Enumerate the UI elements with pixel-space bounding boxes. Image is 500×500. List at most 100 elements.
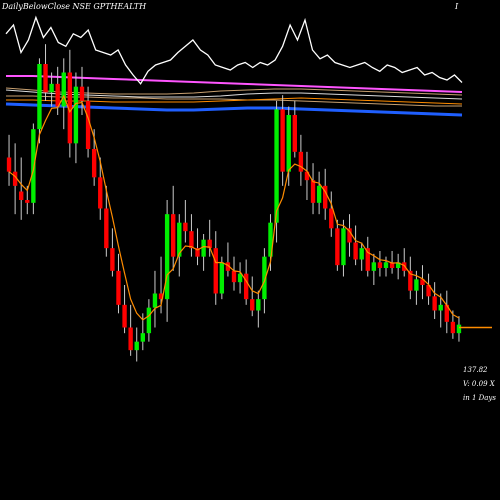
candle	[110, 228, 115, 277]
candle	[359, 242, 364, 271]
candle-body	[444, 304, 449, 322]
candle-body	[140, 333, 145, 342]
candle-body	[6, 157, 12, 172]
candle	[231, 256, 237, 291]
candle-body	[164, 214, 170, 300]
candle-body	[395, 262, 401, 268]
candle	[335, 219, 340, 271]
candle-body	[85, 100, 91, 149]
candle	[250, 276, 255, 317]
candle-body	[408, 270, 413, 291]
candle	[426, 273, 431, 305]
candle-body	[79, 86, 85, 101]
candle-body	[55, 83, 60, 107]
candle	[201, 234, 206, 271]
candle-body	[335, 228, 340, 266]
candle-body	[98, 177, 103, 209]
candle	[329, 191, 334, 237]
candle	[347, 214, 352, 257]
candle	[225, 242, 231, 277]
candle-body	[152, 293, 158, 308]
candle	[243, 259, 249, 305]
candle-body	[274, 109, 279, 223]
candle-body	[177, 222, 182, 257]
candle	[19, 157, 24, 220]
candle-body	[347, 228, 352, 243]
candle-body	[456, 324, 462, 334]
candle-body	[316, 185, 322, 203]
candle	[6, 134, 12, 186]
candle-body	[12, 171, 18, 186]
candle	[177, 214, 182, 277]
candle-body	[292, 115, 297, 152]
candle	[292, 100, 297, 158]
candle-body	[310, 180, 316, 203]
candle-body	[37, 64, 42, 130]
candle-body	[43, 64, 48, 93]
candle	[274, 100, 279, 243]
candle	[128, 304, 133, 356]
candle-body	[243, 273, 249, 300]
candle	[456, 316, 462, 342]
candle	[389, 251, 395, 274]
candle	[444, 290, 449, 334]
candle-body	[25, 200, 30, 203]
candle	[414, 270, 419, 305]
candle	[395, 253, 401, 280]
candle-body	[268, 222, 273, 257]
candle-body	[329, 208, 334, 229]
candle	[12, 143, 18, 215]
candle-body	[237, 273, 243, 283]
candle	[237, 262, 243, 294]
candle-body	[341, 228, 346, 266]
candle	[98, 157, 103, 220]
candle	[164, 200, 170, 322]
candle	[316, 171, 322, 215]
candle-body	[110, 248, 115, 271]
candle	[323, 168, 328, 220]
candle	[298, 134, 304, 186]
candle	[43, 44, 48, 101]
candle-body	[280, 109, 285, 172]
candle-body	[377, 262, 383, 268]
candle-body	[225, 262, 231, 271]
candle	[207, 219, 212, 257]
candle-body	[171, 214, 176, 257]
oscillator-layer	[5, 15, 463, 85]
candle	[79, 66, 85, 115]
candle-body	[201, 239, 206, 257]
candle-body	[426, 285, 431, 297]
candle-body	[365, 248, 370, 271]
candle	[280, 95, 285, 186]
candle-body	[122, 304, 127, 328]
candle	[402, 248, 407, 277]
candle-body	[256, 299, 261, 311]
candle-body	[67, 72, 73, 144]
candle-body	[262, 256, 267, 300]
candle	[85, 86, 91, 158]
candle-body	[73, 86, 79, 144]
candle-body	[383, 262, 389, 268]
candle-body	[189, 231, 194, 249]
candle-body	[231, 270, 237, 283]
candle	[152, 270, 158, 328]
candle-body	[359, 248, 364, 260]
candle-body	[371, 262, 377, 271]
volume-annotation: V: 0.09 X	[463, 380, 495, 388]
page-marker: I	[455, 2, 459, 11]
candle-body	[432, 296, 437, 311]
candle-body	[49, 83, 54, 93]
candle-body	[128, 327, 133, 351]
candle-body	[91, 149, 97, 178]
candle	[73, 72, 79, 164]
candle	[37, 58, 42, 144]
candle	[219, 256, 225, 300]
candle-layer	[6, 44, 462, 362]
price-annotation: 137.82	[463, 366, 488, 374]
ema-short-line	[8, 94, 460, 321]
candle	[116, 253, 121, 314]
candle-body	[389, 262, 395, 268]
candle-body	[183, 222, 188, 232]
candle	[61, 58, 66, 130]
candle	[183, 200, 188, 243]
